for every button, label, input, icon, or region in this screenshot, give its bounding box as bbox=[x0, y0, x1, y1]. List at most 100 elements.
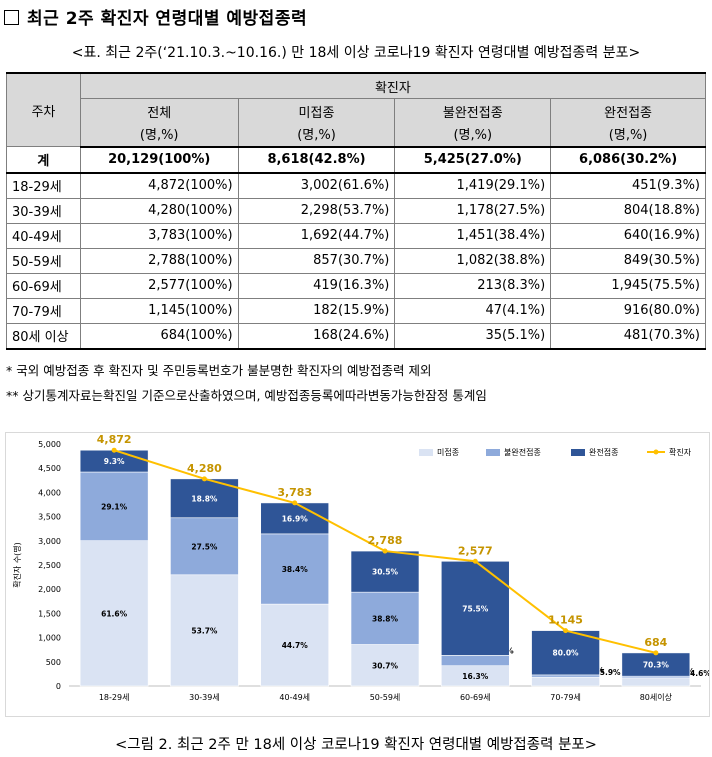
table-row: 40-49세 3,783(100%) 1,692(44.7%) 1,451(38.4%… bbox=[6, 222, 706, 249]
bar-data-label: 75.5% bbox=[462, 604, 489, 613]
table-cell: 47(4.1%) bbox=[394, 297, 552, 324]
legend-line-marker bbox=[653, 449, 659, 455]
table-cell: 1,451(38.4%) bbox=[394, 222, 552, 249]
table-cell: 35(5.1%) bbox=[394, 322, 552, 349]
y-tick-label: 4,000 bbox=[38, 488, 61, 497]
legend-label: 불완전접종 bbox=[504, 447, 541, 457]
bar-data-label: 70.3% bbox=[643, 661, 670, 670]
table-cell: 5,425(27.0%) bbox=[394, 146, 552, 174]
bar-data-label: 16.3% bbox=[462, 672, 489, 681]
total-data-label: 2,577 bbox=[458, 544, 493, 557]
total-line-point bbox=[382, 548, 388, 554]
y-tick-label: 500 bbox=[46, 658, 61, 667]
table-cell: 684(100%) bbox=[79, 322, 239, 349]
table-cell: 2,788(100%) bbox=[79, 247, 239, 274]
table-row: 30-39세 4,280(100%) 2,298(53.7%) 1,178(27.5%… bbox=[6, 197, 706, 224]
total-line-point bbox=[653, 650, 659, 656]
table-cell: 916(80.0%) bbox=[550, 297, 706, 324]
bar-data-label: 18.8% bbox=[191, 494, 218, 503]
bar-data-label: 9.3% bbox=[104, 457, 125, 466]
y-tick-label: 4,500 bbox=[38, 464, 61, 473]
bar-segment bbox=[621, 677, 691, 687]
bar-segment bbox=[350, 644, 420, 687]
bar-data-label: 29.1% bbox=[101, 502, 128, 511]
bar-data-label: 53.7% bbox=[191, 626, 218, 635]
y-tick-label: 5,000 bbox=[38, 440, 61, 449]
legend-swatch bbox=[419, 449, 433, 456]
table-cell: 182(15.9%) bbox=[237, 297, 396, 324]
table-cell: 1,692(44.7%) bbox=[237, 222, 396, 249]
y-tick-label: 1,000 bbox=[38, 634, 61, 643]
x-tick-label: 60-69세 bbox=[460, 693, 491, 702]
bar-segment bbox=[531, 674, 600, 678]
x-tick-label: 18-29세 bbox=[99, 693, 130, 702]
table-cell: 6,086(30.2%) bbox=[550, 146, 706, 174]
table-cell: 8,618(42.8%) bbox=[237, 146, 396, 174]
vaccination-table: 주차 확진자 전체 (명,%) 미접종 (명,%) 불완전접종 (명,%) 완전접종(… bbox=[6, 72, 707, 350]
table-cell: 1,419(29.1%) bbox=[394, 172, 552, 199]
row-label: 60-69세 bbox=[6, 272, 81, 299]
table-cell: 481(70.3%) bbox=[550, 322, 706, 349]
x-tick-label: 50-59세 bbox=[370, 693, 401, 702]
row-label: 40-49세 bbox=[6, 222, 81, 249]
bar-data-label: 24.6% bbox=[685, 669, 709, 678]
column-header: 완전접종 (명,%) bbox=[550, 98, 706, 148]
table-cell: 213(8.3%) bbox=[394, 272, 552, 299]
table-row: 60-69세 2,577(100%) 419(16.3%) 213(8.3%) 1,94… bbox=[6, 272, 706, 299]
total-data-label: 4,872 bbox=[97, 433, 132, 446]
confirmed-header: 확진자 bbox=[79, 72, 707, 99]
figure-caption: <그림 2. 최근 2주 만 18세 이상 코로나19 확진자 연령대별 예방접… bbox=[115, 737, 597, 753]
checkbox-bullet-icon bbox=[4, 10, 19, 25]
row-label: 계 bbox=[6, 146, 81, 174]
bar-segment bbox=[260, 502, 330, 535]
total-line-point bbox=[201, 476, 207, 482]
stacked-bar-chart: 0 500 1,000 1,500 2,000 2,500 3,000 3,500 4,000 4… bbox=[12, 433, 711, 702]
table-row: 70-79세 1,145(100%) 182(15.9%) 47(4.1%) 916(8… bbox=[6, 297, 706, 324]
table-cell: 2,577(100%) bbox=[79, 272, 239, 299]
column-header: 미접종 (명,%) bbox=[237, 98, 396, 148]
bar-segment bbox=[440, 655, 510, 667]
y-tick-label: 2,500 bbox=[38, 561, 61, 570]
x-tick-label: 70-79세 bbox=[550, 693, 581, 702]
table-cell: 857(30.7%) bbox=[237, 247, 396, 274]
table-row: 50-59세 2,788(100%) 857(30.7%) 1,082(38.8%) 8… bbox=[6, 247, 706, 274]
bar-segment bbox=[79, 471, 149, 542]
table-caption: <표. 최근 2주(‘21.10.3.~10.16.) 만 18세 이상 코로나… bbox=[71, 45, 641, 61]
total-data-label: 684 bbox=[644, 636, 667, 649]
bar-data-label: 61.6% bbox=[101, 609, 128, 618]
table-cell: 1,178(27.5%) bbox=[394, 197, 552, 224]
table-cell: 419(16.3%) bbox=[237, 272, 396, 299]
bar-data-label: 30.7% bbox=[372, 661, 399, 670]
bar-segment bbox=[79, 540, 149, 687]
bar-data-label: 30.5% bbox=[372, 568, 399, 577]
bar-segment bbox=[440, 560, 510, 656]
table-cell: 1,145(100%) bbox=[79, 297, 239, 324]
total-line-point bbox=[292, 500, 298, 506]
table-cell: 1,945(75.5%) bbox=[550, 272, 706, 299]
chart-container: 0 500 1,000 1,500 2,000 2,500 3,000 3,500 4,000 4… bbox=[5, 432, 711, 717]
table-row: 80세 이상 684(100%) 168(24.6%) 35(5.1%) 481(70.… bbox=[6, 322, 706, 349]
total-data-label: 3,783 bbox=[277, 486, 312, 499]
row-label: 50-59세 bbox=[6, 247, 81, 274]
column-header: 불완전접종 (명,%) bbox=[394, 98, 552, 148]
x-tick-label: 30-39세 bbox=[189, 693, 220, 702]
y-tick-label: 0 bbox=[56, 682, 61, 691]
legend-label: 확진자 bbox=[669, 447, 692, 457]
table-cell: 3,783(100%) bbox=[79, 222, 239, 249]
y-axis-label: 확진자 수(명) bbox=[12, 542, 22, 588]
table-row: 18-29세 4,872(100%) 3,002(61.6%) 1,419(29.1%… bbox=[6, 172, 706, 199]
bar-data-label: 80.0% bbox=[553, 649, 580, 658]
table-cell: 20,129(100%) bbox=[79, 146, 239, 174]
row-label: 80세 이상 bbox=[6, 322, 81, 349]
y-tick-label: 1,500 bbox=[38, 609, 61, 618]
x-tick-label: 40-49세 bbox=[279, 693, 310, 702]
bar-data-label: 27.5% bbox=[191, 542, 218, 551]
row-label: 30-39세 bbox=[6, 197, 81, 224]
section-heading: 최근 2주 확진자 연령대별 예방접종력 bbox=[4, 4, 307, 29]
bar-segment bbox=[260, 533, 330, 605]
table-cell: 168(24.6%) bbox=[237, 322, 396, 349]
footnote-2: ** 상기통계자료는확진일 기준으로산출하였으며, 예방접종등록에따라변동가능한… bbox=[6, 388, 487, 403]
bar-segment bbox=[260, 603, 330, 687]
table-cell: 849(30.5%) bbox=[550, 247, 706, 274]
table-cell: 4,872(100%) bbox=[79, 172, 239, 199]
